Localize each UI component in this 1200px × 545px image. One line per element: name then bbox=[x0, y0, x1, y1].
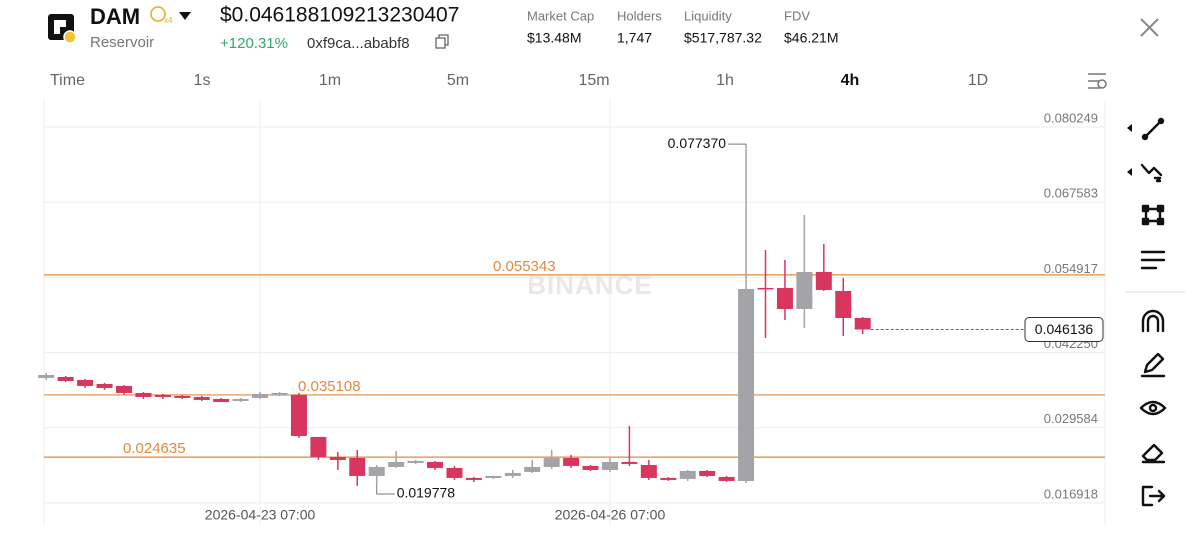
chart-settings-icon[interactable] bbox=[1088, 73, 1107, 89]
candle-body bbox=[38, 374, 55, 378]
stat-value: $517,787.32 bbox=[684, 30, 762, 46]
timeframe-tab[interactable]: 1m bbox=[319, 72, 341, 89]
stat-label: Liquidity bbox=[684, 8, 732, 23]
timeframe-tab[interactable]: 1s bbox=[194, 72, 211, 89]
candle-body bbox=[465, 477, 482, 480]
x-tick-label: 2026-04-26 07:00 bbox=[555, 507, 666, 523]
candle-body bbox=[252, 393, 269, 398]
logo[interactable] bbox=[48, 14, 77, 44]
candle-body bbox=[660, 477, 677, 480]
price-level-label: 0.035108 bbox=[298, 378, 361, 395]
stat-label: FDV bbox=[784, 8, 810, 23]
y-tick-label: 0.016918 bbox=[1044, 486, 1098, 501]
candle-body bbox=[718, 476, 735, 481]
y-tick-label: 0.067583 bbox=[1044, 186, 1098, 201]
timeframe-tab[interactable]: 1D bbox=[968, 72, 988, 89]
candle-body bbox=[582, 465, 599, 470]
svg-text:x4: x4 bbox=[164, 16, 173, 25]
candle-body bbox=[796, 271, 813, 309]
candle-body bbox=[388, 461, 405, 467]
symbol: DAM bbox=[90, 4, 140, 29]
y-tick-label: 0.080249 bbox=[1044, 110, 1098, 125]
timeframe-tab[interactable]: Time bbox=[50, 72, 85, 89]
candle-body bbox=[699, 470, 716, 476]
stat-value: $46.21M bbox=[784, 30, 838, 46]
candle-body bbox=[115, 385, 132, 393]
candle-body bbox=[738, 288, 755, 481]
pen-tool[interactable] bbox=[1140, 352, 1166, 378]
candle-body bbox=[96, 383, 113, 388]
candle-body bbox=[621, 461, 638, 464]
visibility-tool[interactable] bbox=[1139, 400, 1167, 416]
last-price-label: 0.046136 bbox=[1035, 321, 1094, 337]
candle-body bbox=[290, 394, 307, 436]
trend-line-tool[interactable] bbox=[1141, 117, 1165, 141]
close-button[interactable] bbox=[1140, 18, 1159, 37]
stat-value: $13.48M bbox=[527, 30, 581, 46]
shape-tool[interactable] bbox=[1141, 204, 1165, 226]
candle-body bbox=[446, 467, 463, 478]
candle-body bbox=[349, 457, 366, 476]
candle-body bbox=[485, 475, 502, 478]
last-price-box bbox=[1024, 317, 1104, 342]
price: $0.046188109213230407 bbox=[220, 4, 459, 27]
high-label: 0.077370 bbox=[668, 135, 727, 151]
candle-body bbox=[640, 464, 657, 478]
candle-body bbox=[213, 398, 230, 402]
timeframe-tab[interactable]: 4h bbox=[841, 72, 860, 89]
stat-label: Holders bbox=[617, 8, 662, 23]
low-label: 0.019778 bbox=[397, 485, 456, 501]
candle-body bbox=[407, 460, 424, 463]
timeframe-tab[interactable]: 1h bbox=[716, 72, 734, 89]
change: +120.31% bbox=[220, 35, 288, 52]
candle-body bbox=[504, 472, 521, 476]
badge: x4 bbox=[150, 6, 173, 25]
exit-tool[interactable] bbox=[1141, 485, 1166, 507]
candle-body bbox=[835, 290, 852, 318]
address: 0xf9ca...ababf8 bbox=[307, 35, 410, 52]
fib-tool[interactable] bbox=[1140, 163, 1163, 183]
candle-body bbox=[776, 287, 793, 309]
x-tick-label: 2026-04-23 07:00 bbox=[205, 507, 316, 523]
toolbar bbox=[1125, 117, 1185, 507]
candle-body bbox=[368, 466, 385, 476]
candle-body bbox=[601, 461, 618, 470]
timeframe-tab[interactable]: 15m bbox=[578, 72, 609, 89]
price-level-label: 0.055343 bbox=[493, 258, 556, 275]
subtitle: Reservoir bbox=[90, 34, 154, 51]
candle-body bbox=[524, 466, 541, 472]
candle-body bbox=[854, 317, 871, 330]
candle-body bbox=[193, 396, 210, 400]
copy-icon[interactable] bbox=[435, 34, 449, 49]
candle-body bbox=[77, 379, 94, 386]
candle-body bbox=[135, 392, 152, 397]
y-tick-label: 0.054917 bbox=[1044, 261, 1098, 276]
low-pointer bbox=[376, 485, 395, 495]
y-tick-label: 0.029584 bbox=[1044, 411, 1098, 426]
candle-body bbox=[543, 457, 560, 467]
candle-body bbox=[427, 461, 444, 468]
candle-body bbox=[329, 456, 346, 460]
candle-body bbox=[757, 287, 774, 290]
stat-label: Market Cap bbox=[527, 8, 594, 23]
price-level-label: 0.024635 bbox=[123, 440, 186, 457]
timeframe-tab[interactable]: 5m bbox=[447, 72, 469, 89]
text-tool[interactable] bbox=[1140, 250, 1166, 270]
candle-body bbox=[815, 271, 832, 290]
eraser-tool[interactable] bbox=[1141, 443, 1166, 464]
dropdown[interactable] bbox=[179, 12, 191, 20]
candle-body bbox=[232, 398, 249, 401]
candle-body bbox=[679, 470, 696, 479]
magnet-tool[interactable] bbox=[1141, 309, 1165, 333]
candle-body bbox=[271, 392, 288, 395]
candle-body bbox=[154, 394, 171, 397]
candle-body bbox=[174, 395, 191, 398]
candle-body bbox=[563, 457, 580, 466]
candle-body bbox=[57, 376, 74, 381]
candle-body bbox=[310, 436, 327, 457]
stat-value: 1,747 bbox=[617, 30, 652, 46]
